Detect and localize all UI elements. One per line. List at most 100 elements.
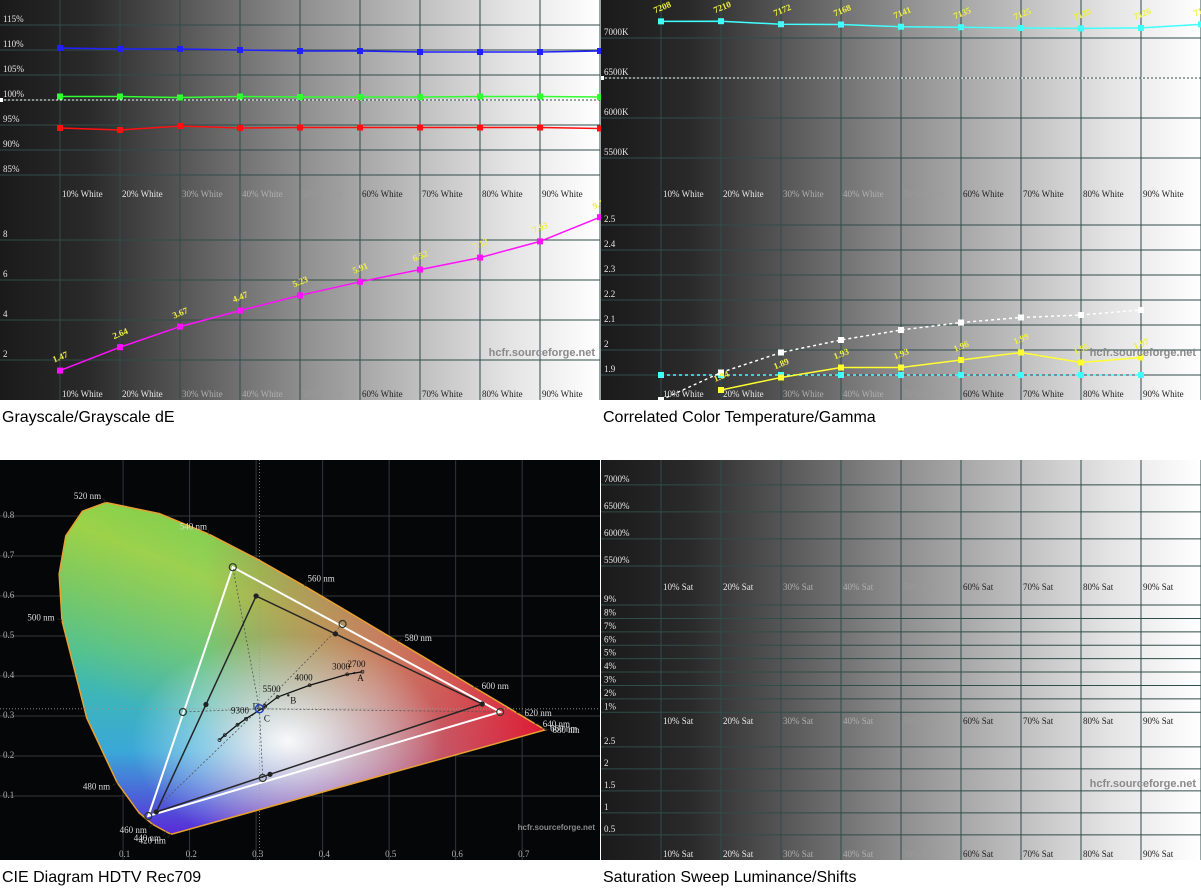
x-tick-label: 10% White — [62, 189, 103, 199]
data-point — [237, 47, 243, 53]
y-tick-label: 1.9 — [604, 364, 616, 374]
x-tick-label: 60% Sat — [963, 716, 994, 726]
y-tick-label: 90% — [3, 139, 20, 149]
data-point — [117, 46, 123, 52]
x-tick-label: 10% Sat — [663, 849, 694, 859]
x-tick-label: 60% White — [362, 389, 403, 399]
x-tick-label: 20% Sat — [723, 849, 754, 859]
x-tick-label: 70% White — [422, 189, 463, 199]
x-tick-label: 40% White — [843, 389, 884, 399]
x-tick-label: 90% White — [542, 389, 583, 399]
x-tick-label: 50% White — [302, 189, 343, 199]
data-point — [177, 94, 183, 101]
x-tick-label: 70% White — [1023, 189, 1064, 199]
locus-label: 440 nm — [134, 833, 161, 843]
y-tick-label: 6500K — [604, 67, 629, 77]
x-tick-label: 70% Sat — [1023, 716, 1054, 726]
y-tick-label: 85% — [3, 164, 20, 174]
x-tick-label: 0.5 — [385, 849, 397, 859]
y-tick-label: 0.7 — [3, 550, 15, 560]
x-tick-label: 90% White — [1143, 189, 1184, 199]
x-tick-label: 50% Sat — [903, 582, 934, 592]
data-point — [357, 48, 363, 54]
x-tick-label: 10% White — [663, 389, 704, 399]
data-point — [1018, 372, 1024, 378]
measured-point — [338, 619, 347, 629]
y-tick-label: 2.5 — [604, 736, 616, 746]
data-point — [237, 93, 243, 100]
x-tick-label: 20% Sat — [723, 716, 754, 726]
planckian-point — [244, 716, 248, 721]
x-tick-label: 20% White — [723, 389, 764, 399]
locus-label: 600 nm — [482, 681, 509, 691]
x-tick-label: 30% White — [182, 189, 223, 199]
x-tick-label: 90% White — [542, 189, 583, 199]
y-tick-label: 2.4 — [604, 239, 616, 249]
data-point — [477, 124, 483, 131]
locus-tick — [473, 685, 479, 688]
x-tick-label: 70% Sat — [1023, 849, 1054, 859]
y-tick-label: 0.5 — [3, 630, 15, 640]
y-tick-label: 2.2 — [604, 289, 615, 299]
locus-label: 480 nm — [83, 782, 110, 792]
data-point — [658, 397, 664, 403]
locus-tick — [148, 823, 153, 829]
illuminant-point — [263, 703, 266, 706]
reference-line — [0, 98, 3, 102]
x-tick-label: 60% Sat — [963, 849, 994, 859]
data-point — [117, 93, 123, 100]
y-tick-label: 6000% — [604, 528, 630, 538]
y-tick-label: 1.5 — [604, 780, 616, 790]
reference-point — [267, 771, 273, 777]
x-tick-label: 80% White — [482, 189, 523, 199]
x-tick-label: 30% Sat — [783, 849, 814, 859]
data-label: 7170 — [1192, 2, 1201, 18]
x-tick-label: 90% Sat — [1143, 849, 1174, 859]
data-point — [537, 93, 543, 100]
data-point — [417, 94, 423, 100]
x-tick-label: 90% White — [1143, 389, 1184, 399]
locus-tick — [162, 831, 167, 836]
data-point — [1078, 25, 1084, 32]
x-tick-label: 80% White — [482, 389, 523, 399]
x-tick-label: 40% White — [242, 389, 283, 399]
y-tick-label: 0.5 — [604, 824, 616, 834]
data-point — [537, 238, 543, 245]
y-tick-label: 9% — [604, 594, 617, 604]
data-point — [357, 124, 363, 131]
planckian-locus — [219, 671, 363, 741]
planckian-label: 3000 — [332, 661, 351, 671]
y-tick-label: 0.8 — [3, 510, 15, 520]
data-point — [898, 364, 904, 371]
locus-tick — [304, 581, 307, 587]
x-tick-label: 60% White — [963, 389, 1004, 399]
planckian-label: 5500 — [263, 684, 282, 694]
x-tick-label: 0.7 — [518, 849, 530, 859]
locus-label: 540 nm — [180, 522, 207, 532]
data-point — [117, 127, 123, 133]
data-point — [537, 49, 543, 55]
x-tick-label: 10% White — [663, 189, 704, 199]
x-tick-label: 40% White — [843, 189, 884, 199]
y-tick-label: 3% — [604, 674, 617, 684]
locus-tick — [112, 782, 118, 786]
y-tick-label: 6000K — [604, 107, 629, 117]
target-ray — [259, 708, 264, 779]
target-ray — [148, 708, 260, 817]
series-line — [59, 47, 601, 53]
data-point — [1138, 307, 1144, 313]
data-point — [597, 214, 603, 221]
x-tick-label: 70% Sat — [1023, 582, 1054, 592]
data-point — [898, 372, 904, 378]
y-tick-label: 0.4 — [3, 670, 15, 680]
data-point — [597, 94, 603, 100]
y-tick-label: 0.3 — [3, 710, 15, 720]
locus-label: 420 nm — [139, 835, 166, 845]
x-tick-label: 60% Sat — [963, 582, 994, 592]
x-tick-label: 50% White — [903, 189, 944, 199]
illuminant-label: C — [264, 714, 270, 724]
y-tick-label: 8% — [604, 607, 617, 617]
data-point — [658, 18, 664, 25]
data-point — [177, 46, 183, 52]
